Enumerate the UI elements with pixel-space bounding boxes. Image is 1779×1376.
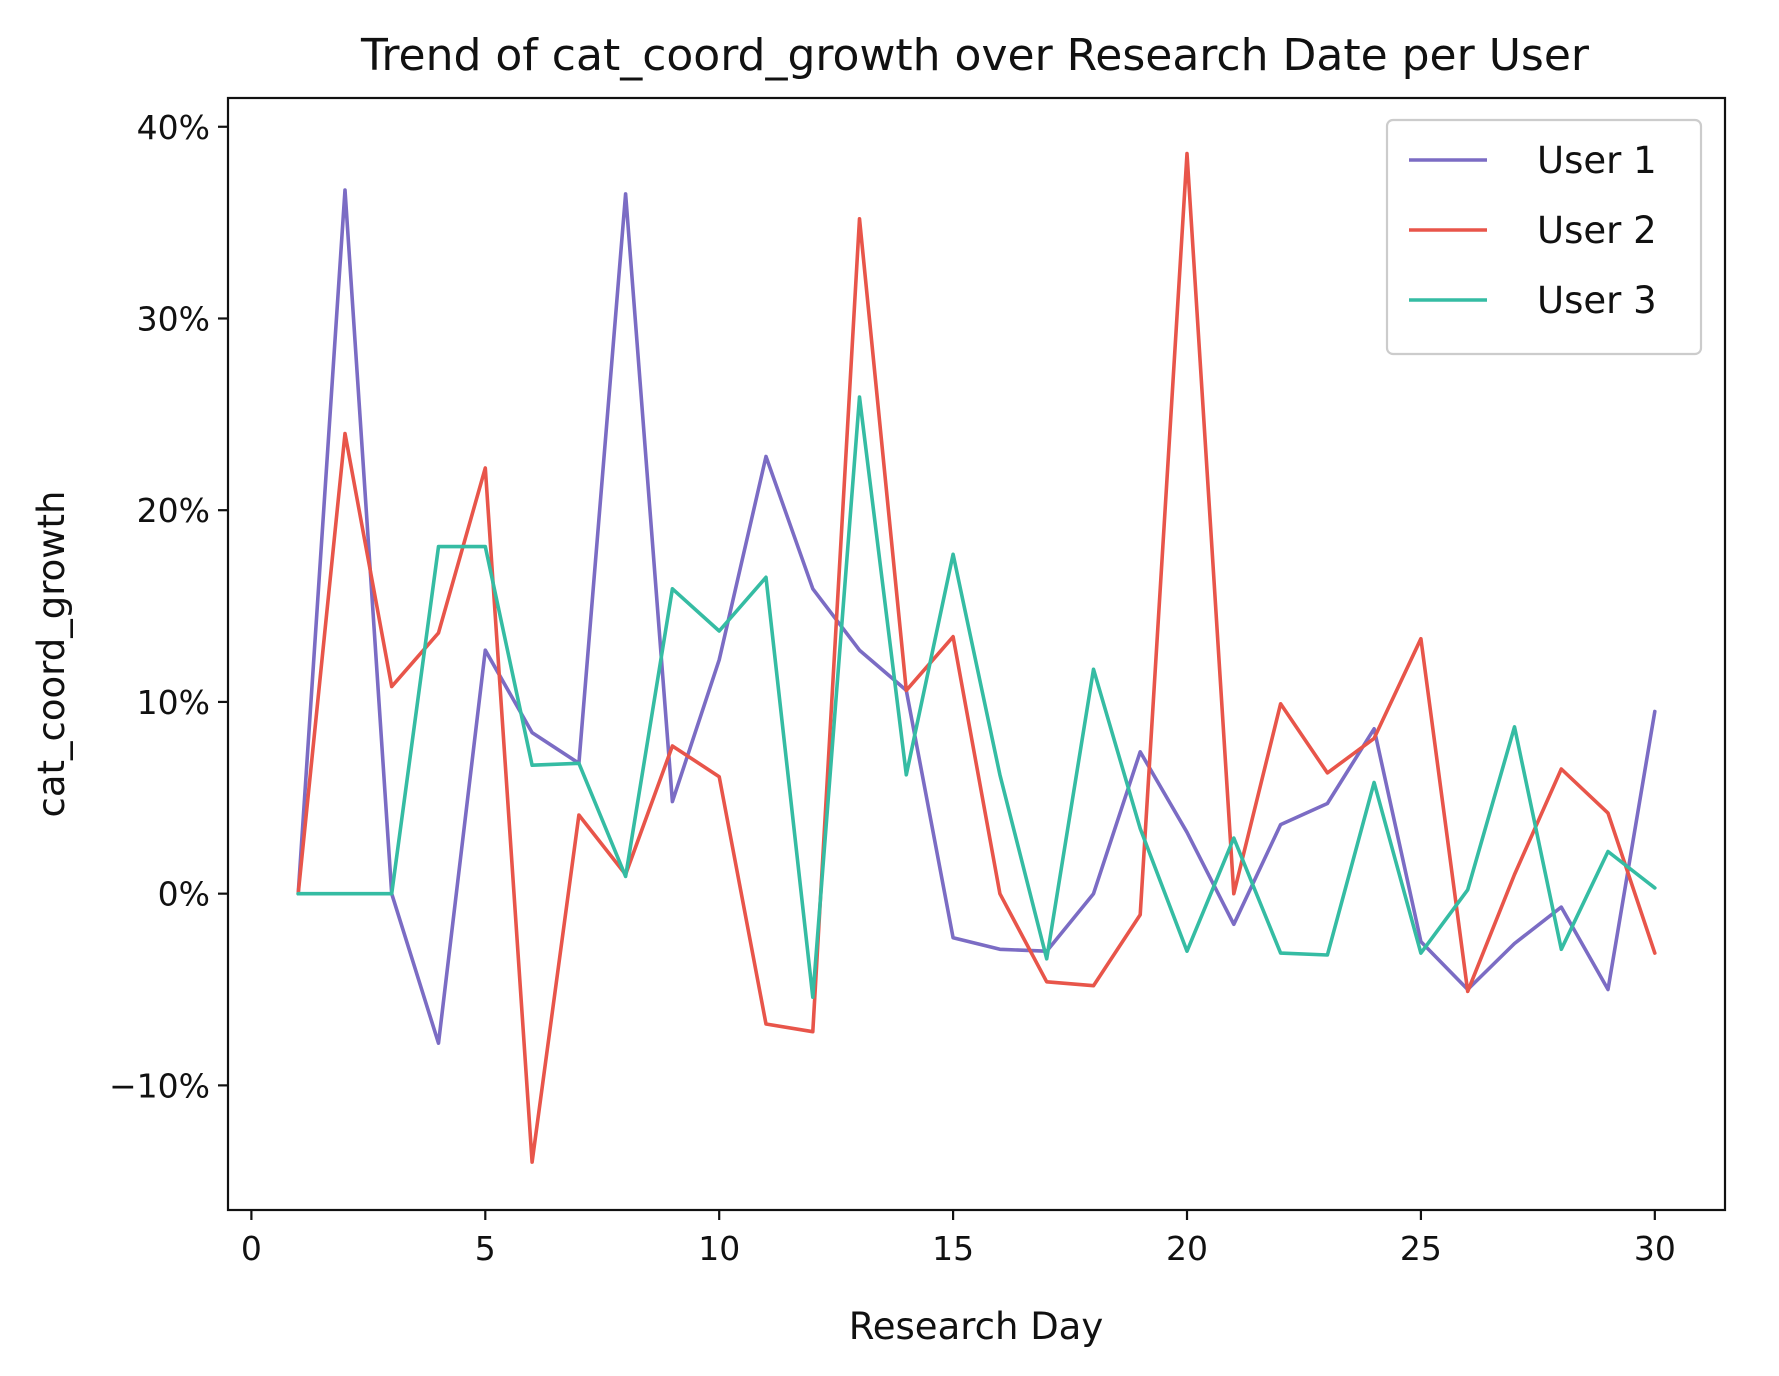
x-axis-label: Research Day: [849, 1305, 1104, 1348]
plot-area: [296, 151, 1657, 1164]
y-tick-label: 20%: [137, 491, 210, 530]
y-axis-label: cat_coord_growth: [30, 491, 73, 818]
x-tick-label: 5: [475, 1229, 496, 1268]
y-tick-label: 10%: [137, 683, 210, 722]
plot-frame: [226, 96, 1727, 1212]
x-tick-label: 15: [932, 1229, 974, 1268]
x-tick-label: 10: [698, 1229, 740, 1268]
legend-box: [1385, 118, 1703, 356]
x-tick-label: 0: [241, 1229, 262, 1268]
legend-label-user-3: User 3: [1537, 279, 1657, 322]
series-line-user-1: [296, 188, 1657, 1045]
x-tick-label: 20: [1166, 1229, 1208, 1268]
legend-label-user-1: User 1: [1537, 139, 1657, 182]
y-tick-label: 30%: [137, 299, 210, 338]
series-line-user-2: [296, 151, 1657, 1164]
legend: User 1 User 2 User 3: [1385, 118, 1703, 356]
x-tick-label: 25: [1400, 1229, 1442, 1268]
series-line-user-3: [296, 395, 1657, 1000]
chart-title: Trend of cat_coord_growth over Research …: [360, 30, 1590, 81]
x-tick-label: 30: [1634, 1229, 1676, 1268]
legend-label-user-2: User 2: [1537, 209, 1657, 252]
y-axis: −10% 0% 10% 20% 30% 40%: [109, 108, 228, 1105]
y-tick-label: −10%: [109, 1066, 210, 1105]
y-tick-label: 40%: [137, 108, 210, 147]
y-tick-label: 0%: [158, 875, 210, 914]
x-axis: 0 5 10 15 20 25 30: [241, 1210, 1676, 1268]
